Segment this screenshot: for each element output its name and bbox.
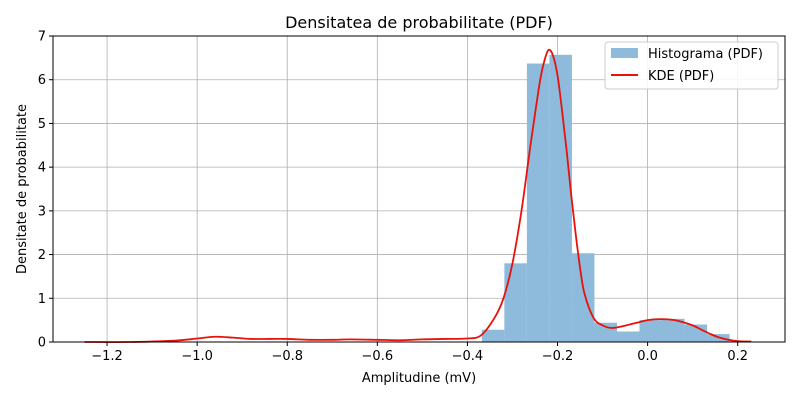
- y-tick-label: 7: [38, 30, 46, 45]
- y-tick-label: 3: [38, 204, 46, 219]
- y-tick-label: 4: [38, 161, 46, 176]
- legend-kde-label: KDE (PDF): [648, 69, 714, 84]
- histogram-bar: [504, 263, 527, 342]
- y-tick-label: 0: [38, 336, 46, 351]
- x-tick-label: −1.2: [91, 349, 123, 364]
- histogram-bar: [549, 54, 572, 342]
- histogram-bar: [594, 322, 617, 342]
- y-tick-label: 6: [38, 73, 46, 88]
- plot-frame: [52, 35, 786, 343]
- legend-box: [604, 41, 779, 90]
- histogram-bar: [662, 318, 685, 342]
- legend-histogram-swatch: [611, 48, 638, 58]
- legend-histogram-label: Histograma (PDF): [648, 47, 763, 62]
- x-tick-label: −0.6: [362, 349, 394, 364]
- histogram-bar: [481, 329, 505, 342]
- histogram-bar: [571, 253, 595, 342]
- legend: Histograma (PDF) KDE (PDF): [604, 41, 779, 90]
- y-tick-label: 5: [38, 117, 46, 132]
- y-axis-label: Densitate de probabilitate: [15, 104, 30, 274]
- x-tick-label: −1.0: [181, 349, 213, 364]
- histogram-bar: [526, 63, 550, 342]
- histogram-bar: [639, 320, 663, 342]
- x-tick-label: −0.2: [542, 349, 574, 364]
- histogram-bar: [616, 331, 640, 342]
- kde-line: [84, 48, 752, 343]
- y-tick-label: 1: [38, 292, 46, 307]
- chart-title: Densitatea de probabilitate (PDF): [285, 13, 553, 32]
- x-tick-label: −0.8: [271, 349, 303, 364]
- kde-line-layer: [84, 48, 752, 343]
- x-tick-label: 0.0: [637, 349, 658, 364]
- y-axis: 0 1 2 3 4 5 6 7: [38, 30, 53, 351]
- x-tick-label: 0.2: [727, 349, 748, 364]
- x-axis: −1.2 −1.0 −0.8 −0.6 −0.4 −0.2 0.0 0.2: [91, 342, 748, 364]
- y-tick-label: 2: [38, 248, 46, 263]
- x-axis-label: Amplitudine (mV): [362, 371, 476, 386]
- x-tick-label: −0.4: [452, 349, 484, 364]
